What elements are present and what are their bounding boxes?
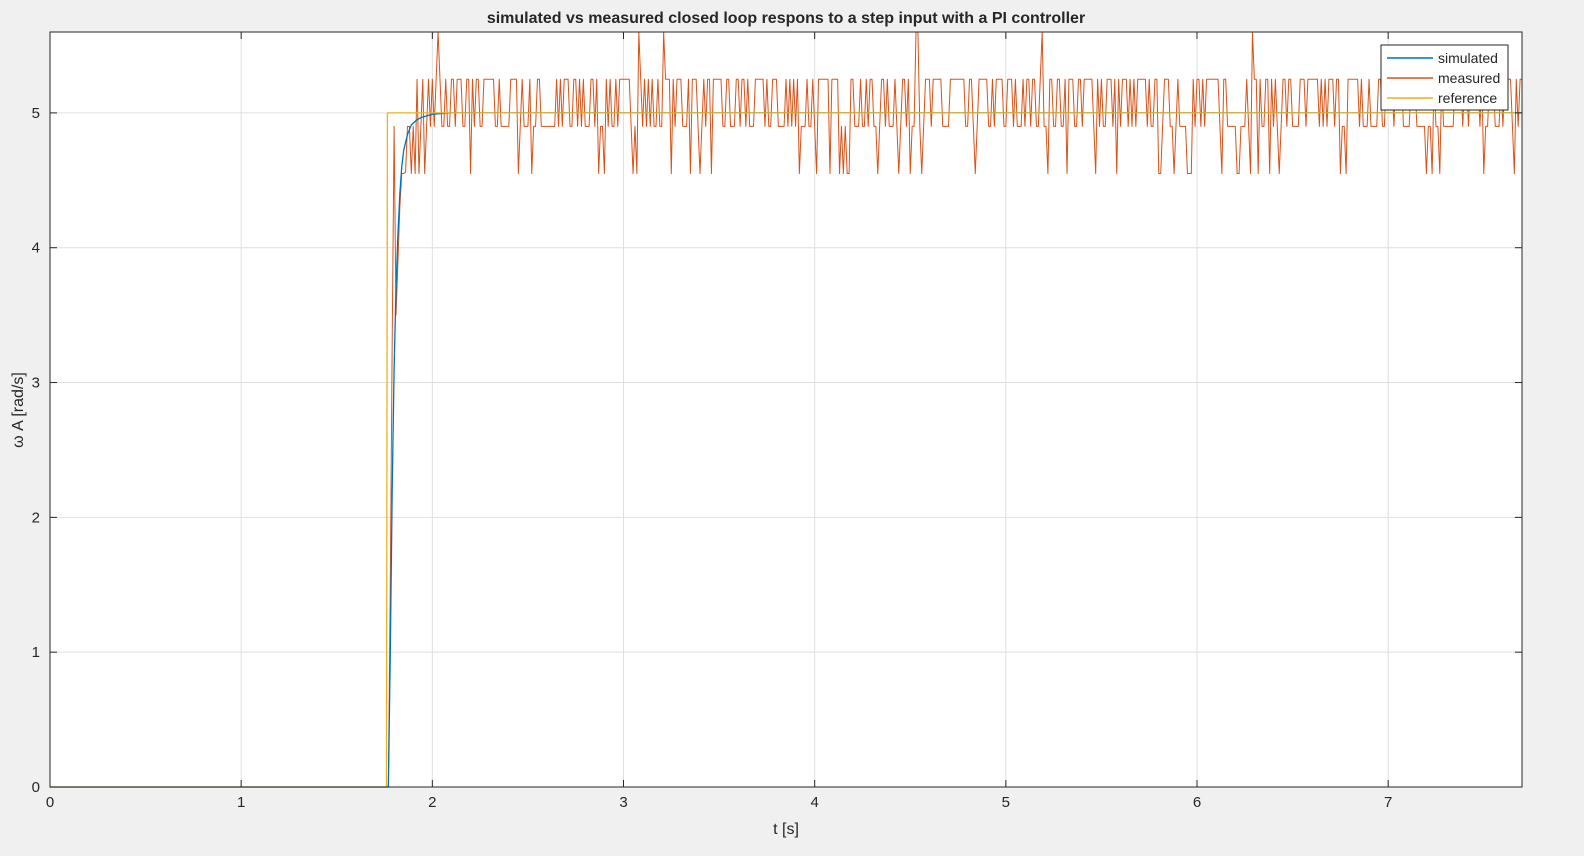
- series-line-measured: [50, 31, 1522, 788]
- chart-title: simulated vs measured closed loop respon…: [487, 10, 1085, 27]
- x-tick-label: 1: [237, 794, 245, 811]
- x-tick-label: 3: [619, 794, 627, 811]
- x-tick-label: 7: [1384, 794, 1392, 811]
- x-tick-label: 0: [46, 794, 54, 811]
- x-tick-label: 5: [1002, 794, 1010, 811]
- ticks: 0 1 2 3 4 5 6 7 0 1 2 3 4 5: [32, 32, 1522, 811]
- series-line-simulated: [50, 112, 1522, 788]
- legend-label-measured: measured: [1438, 70, 1500, 86]
- legend[interactable]: simulated measured reference: [1380, 44, 1509, 111]
- y-tick-label: 2: [32, 509, 40, 526]
- x-axis-label: t [s]: [773, 821, 799, 838]
- y-tick-label: 4: [32, 240, 40, 257]
- x-tick-label: 2: [428, 794, 436, 811]
- legend-label-reference: reference: [1438, 90, 1497, 106]
- x-tick-label: 4: [811, 794, 819, 811]
- axes-box: [49, 31, 1523, 788]
- y-tick-label: 3: [32, 375, 40, 392]
- legend-label-simulated: simulated: [1438, 50, 1498, 66]
- y-tick-label: 1: [32, 644, 40, 661]
- plot-area: [50, 32, 1522, 787]
- y-tick-label: 5: [32, 105, 40, 122]
- x-tick-label: 6: [1193, 794, 1201, 811]
- y-tick-label: 0: [32, 779, 40, 796]
- y-axis-label: ω A [rad/s]: [10, 372, 27, 448]
